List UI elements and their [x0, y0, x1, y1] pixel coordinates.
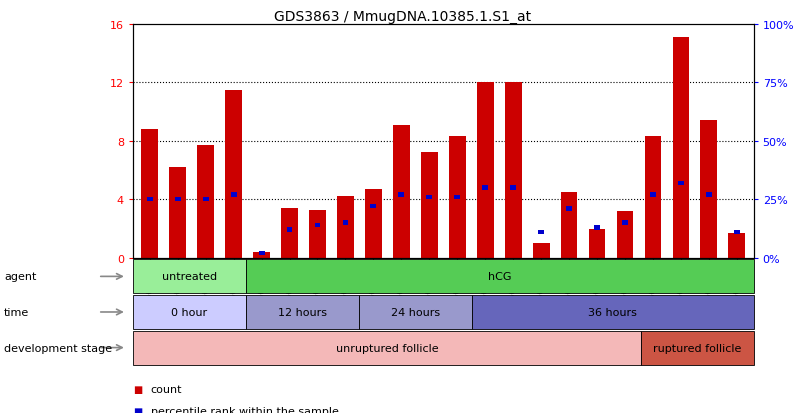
Text: time: time — [4, 307, 29, 317]
Bar — [645, 137, 662, 258]
Bar — [253, 252, 270, 258]
Bar — [287, 228, 293, 232]
Bar — [533, 244, 550, 258]
Bar — [672, 38, 689, 258]
Bar — [729, 233, 746, 258]
Bar — [700, 121, 717, 258]
Bar — [337, 197, 354, 258]
Bar — [455, 195, 460, 199]
Text: 36 hours: 36 hours — [588, 307, 637, 317]
Bar — [706, 193, 712, 197]
Bar — [371, 204, 376, 209]
Text: agent: agent — [4, 272, 36, 282]
Text: percentile rank within the sample: percentile rank within the sample — [151, 406, 339, 413]
Text: untreated: untreated — [162, 272, 217, 282]
Bar — [678, 181, 683, 185]
Text: unruptured follicle: unruptured follicle — [335, 343, 438, 353]
Bar — [650, 193, 656, 197]
Bar — [147, 197, 152, 202]
Bar — [538, 230, 544, 235]
Text: 24 hours: 24 hours — [391, 307, 439, 317]
Bar — [225, 90, 242, 258]
Text: ■: ■ — [133, 406, 142, 413]
Text: 0 hour: 0 hour — [172, 307, 207, 317]
Text: ■: ■ — [133, 385, 142, 394]
Bar — [393, 126, 409, 258]
Bar — [622, 221, 628, 225]
Text: hCG: hCG — [488, 272, 512, 282]
Bar — [259, 251, 264, 256]
Bar — [343, 221, 348, 225]
Text: development stage: development stage — [4, 343, 112, 353]
Bar — [588, 229, 605, 258]
Bar — [197, 146, 214, 258]
Bar — [449, 137, 466, 258]
Bar — [398, 193, 405, 197]
Bar — [169, 168, 186, 258]
Bar — [477, 83, 493, 258]
Bar — [510, 186, 516, 190]
Bar — [561, 192, 577, 258]
Text: GDS3863 / MmugDNA.10385.1.S1_at: GDS3863 / MmugDNA.10385.1.S1_at — [274, 10, 532, 24]
Bar — [566, 207, 572, 211]
Bar — [426, 195, 432, 199]
Bar — [281, 209, 298, 258]
Bar — [617, 211, 634, 258]
Bar — [594, 225, 600, 230]
Bar — [175, 197, 181, 202]
Bar — [231, 193, 237, 197]
Text: count: count — [151, 385, 182, 394]
Bar — [482, 186, 488, 190]
Bar — [314, 223, 321, 228]
Bar — [734, 230, 740, 235]
Bar — [203, 197, 209, 202]
Text: 12 hours: 12 hours — [278, 307, 326, 317]
Bar — [141, 130, 158, 258]
Bar — [421, 153, 438, 258]
Bar — [365, 190, 382, 258]
Bar — [505, 83, 521, 258]
Bar — [310, 210, 326, 258]
Text: ruptured follicle: ruptured follicle — [653, 343, 742, 353]
